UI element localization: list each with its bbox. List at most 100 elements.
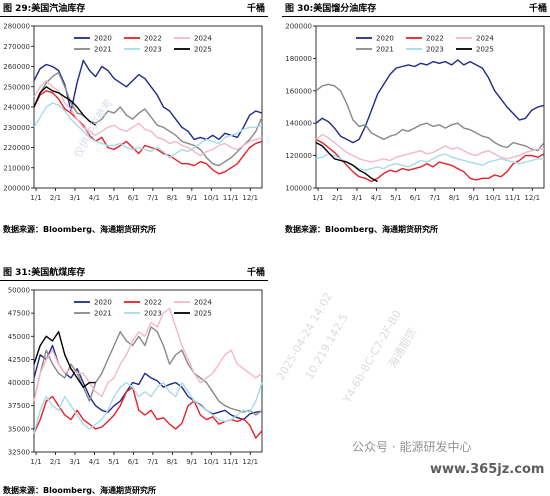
series-line-2025 <box>33 331 96 388</box>
y-tick-label: 280000 <box>3 23 30 31</box>
legend-label: 2023 <box>426 46 444 54</box>
y-tick-label: 220000 <box>3 144 30 152</box>
line-chart-gasoline: 200000 210000 220000 230000 240000 250000 2600… <box>3 23 263 202</box>
legend-label: 2022 <box>144 299 162 307</box>
y-tick-label: 37500 <box>8 402 30 410</box>
x-tick-label: 7/1 <box>147 194 158 202</box>
chart-title: 图 31:美国航煤库存 <box>3 268 86 278</box>
panel-header: 图 31:美国航煤库存 千桶 <box>0 264 268 281</box>
series-line-2021 <box>33 71 263 167</box>
x-tick-label: 10/1 <box>485 194 501 202</box>
x-tick-label: 4/1 <box>89 458 100 466</box>
x-tick-label: 1/1 <box>30 194 41 202</box>
legend-label: 2021 <box>94 46 112 54</box>
y-tick-label: 200000 <box>285 23 312 31</box>
y-tick-label: 45000 <box>8 333 30 341</box>
series-line-2025 <box>315 141 378 183</box>
legend-label: 2025 <box>476 46 494 54</box>
x-tick-label: 6/1 <box>410 194 421 202</box>
line-chart-distillate: 100000 120000 140000 160000 180000 200000 1/1 2… <box>285 23 545 202</box>
x-tick-label: 1/1 <box>30 458 41 466</box>
legend-label: 2024 <box>194 299 212 307</box>
data-source: 数据来源：Bloomberg、海通期货研究所 <box>3 486 156 495</box>
series-line-2025 <box>33 86 96 126</box>
x-tick-label: 9/1 <box>468 194 479 202</box>
unit-label: 千桶 <box>528 4 547 14</box>
chart-panel-gasoline: 图 29:美国汽油库存 千桶 200000 210000 220000 230000 2… <box>0 0 268 235</box>
panel-header: 图 29:美国汽油库存 千桶 <box>0 0 268 17</box>
x-tick-label: 5/1 <box>108 194 119 202</box>
x-tick-label: 12/1 <box>242 194 258 202</box>
legend-label: 2022 <box>144 35 162 43</box>
x-tick-label: 2/1 <box>332 194 343 202</box>
x-tick-label: 10/1 <box>203 194 219 202</box>
legend-label: 2021 <box>94 310 112 318</box>
x-tick-label: 11/1 <box>505 194 521 202</box>
series-line-2022 <box>33 386 263 439</box>
x-tick-label: 8/1 <box>167 458 178 466</box>
x-tick-label: 7/1 <box>429 194 440 202</box>
x-tick-label: 4/1 <box>371 194 382 202</box>
x-tick-label: 10/1 <box>203 458 219 466</box>
legend-label: 2020 <box>94 299 112 307</box>
y-tick-label: 140000 <box>285 120 312 128</box>
legend-label: 2021 <box>376 46 394 54</box>
y-tick-label: 35000 <box>8 425 30 433</box>
legend-label: 2023 <box>144 310 162 318</box>
legend-label: 2024 <box>194 35 212 43</box>
unit-label: 千桶 <box>246 268 265 278</box>
y-tick-label: 200000 <box>3 185 30 193</box>
x-tick-label: 9/1 <box>186 194 197 202</box>
x-tick-label: 3/1 <box>351 194 362 202</box>
y-tick-label: 240000 <box>3 104 30 112</box>
legend-label: 2024 <box>476 35 494 43</box>
series-line-2022 <box>315 138 545 183</box>
series-line-2020 <box>33 344 263 421</box>
y-tick-label: 180000 <box>285 55 312 63</box>
x-tick-label: 4/1 <box>89 194 100 202</box>
chart-title: 图 30:美国馏分油库存 <box>285 4 377 14</box>
chart-panel-jet-fuel: 图 31:美国航煤库存 千桶 32500 35000 37500 40000 42500… <box>0 264 268 496</box>
data-source: 数据来源：Bloomberg、海通期货研究所 <box>3 225 156 234</box>
legend-label: 2023 <box>144 46 162 54</box>
x-tick-label: 1/1 <box>312 194 323 202</box>
y-tick-label: 160000 <box>285 87 312 95</box>
y-tick-label: 47500 <box>8 310 30 318</box>
x-tick-label: 12/1 <box>524 194 540 202</box>
x-tick-label: 7/1 <box>147 458 158 466</box>
x-tick-label: 5/1 <box>390 194 401 202</box>
x-tick-label: 2/1 <box>50 458 61 466</box>
watermark-site: www.365jz.com <box>430 462 545 477</box>
series-line-2020 <box>315 59 545 144</box>
x-tick-label: 2/1 <box>50 194 61 202</box>
series-line-2022 <box>33 90 263 175</box>
legend-label: 2020 <box>94 35 112 43</box>
x-tick-label: 12/1 <box>242 458 258 466</box>
series-line-2024 <box>33 80 263 157</box>
series-line-2020 <box>33 59 263 141</box>
watermark-wechat: 公众号 · 能源研发中心 <box>352 440 472 454</box>
x-tick-label: 5/1 <box>108 458 119 466</box>
y-tick-label: 32500 <box>8 449 30 457</box>
data-source: 数据来源：Bloomberg、海通期货研究所 <box>285 225 438 234</box>
x-tick-label: 3/1 <box>69 194 80 202</box>
y-tick-label: 250000 <box>3 83 30 91</box>
x-tick-label: 9/1 <box>186 458 197 466</box>
chart-panel-distillate: 图 30:美国馏分油库存 千桶 100000 120000 140000 160000… <box>282 0 550 235</box>
y-tick-label: 210000 <box>3 164 30 172</box>
x-tick-label: 3/1 <box>69 458 80 466</box>
legend-label: 2022 <box>426 35 444 43</box>
chart-title: 图 29:美国汽油库存 <box>3 4 86 14</box>
y-tick-label: 270000 <box>3 43 30 51</box>
plot-frame <box>315 25 545 189</box>
y-tick-label: 230000 <box>3 124 30 132</box>
line-chart-jet-fuel: 32500 35000 37500 40000 42500 45000 47500 50000… <box>8 287 263 466</box>
y-tick-label: 50000 <box>8 287 30 295</box>
y-tick-label: 42500 <box>8 356 30 364</box>
series-line-2021 <box>315 83 545 152</box>
series-line-2023 <box>33 102 263 159</box>
series-line-2023 <box>33 381 263 434</box>
x-tick-label: 11/1 <box>223 458 239 466</box>
x-tick-label: 6/1 <box>128 194 139 202</box>
x-tick-label: 8/1 <box>167 194 178 202</box>
